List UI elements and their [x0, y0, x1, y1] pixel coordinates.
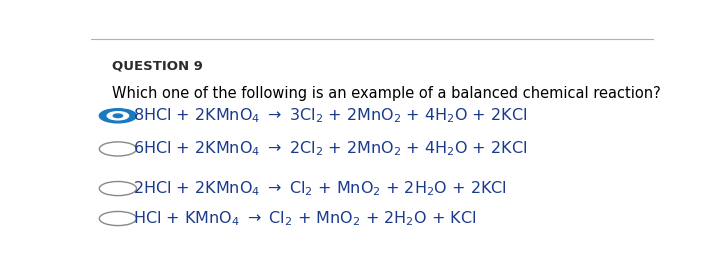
Ellipse shape	[107, 112, 129, 120]
Ellipse shape	[113, 114, 123, 118]
Text: HCl + KMnO$_4$ $\rightarrow$ Cl$_2$ + MnO$_2$ + 2H$_2$O + KCl: HCl + KMnO$_4$ $\rightarrow$ Cl$_2$ + Mn…	[133, 209, 476, 228]
Text: 8HCl + 2KMnO$_4$ $\rightarrow$ 3Cl$_2$ + 2MnO$_2$ + 4H$_2$O + 2KCl: 8HCl + 2KMnO$_4$ $\rightarrow$ 3Cl$_2$ +…	[133, 106, 527, 125]
Ellipse shape	[100, 109, 137, 123]
Text: 6HCl + 2KMnO$_4$ $\rightarrow$ 2Cl$_2$ + 2MnO$_2$ + 4H$_2$O + 2KCl: 6HCl + 2KMnO$_4$ $\rightarrow$ 2Cl$_2$ +…	[133, 140, 527, 158]
Text: QUESTION 9: QUESTION 9	[112, 59, 203, 72]
Text: Which one of the following is an example of a balanced chemical reaction?: Which one of the following is an example…	[112, 86, 661, 101]
Text: 2HCl + 2KMnO$_4$ $\rightarrow$ Cl$_2$ + MnO$_2$ + 2H$_2$O + 2KCl: 2HCl + 2KMnO$_4$ $\rightarrow$ Cl$_2$ + …	[133, 179, 507, 198]
